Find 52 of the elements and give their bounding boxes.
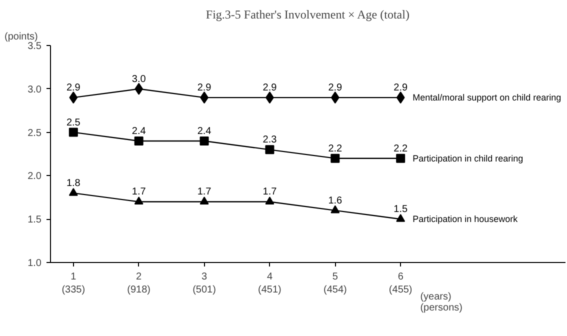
data-label: 2.5 (66, 117, 81, 128)
point (265, 196, 274, 205)
data-label: 1.7 (197, 186, 212, 198)
point (396, 92, 405, 104)
point (330, 205, 340, 214)
y-tick-label: 3.0 (28, 84, 42, 96)
point (134, 136, 144, 146)
data-label: 3.0 (132, 74, 146, 85)
point (68, 128, 78, 137)
series-label: Participation in housework (412, 214, 518, 224)
data-label: 1.5 (394, 204, 408, 216)
series-label: Participation in child rearing (412, 153, 524, 164)
x-tick-label: 1 (335) (62, 272, 86, 296)
data-label: 2.9 (262, 82, 278, 94)
y-tick-label: 1.0 (28, 258, 42, 269)
y-tick-label: 2.0 (28, 171, 42, 182)
chart-title: Fig.3-5 Father's Involvement × Age (total) (206, 8, 410, 22)
data-label: 2.2 (328, 143, 343, 154)
data-label: 2.3 (262, 134, 278, 146)
data-label: 2.9 (197, 82, 212, 94)
point (330, 92, 340, 104)
point (134, 82, 144, 95)
data-label: 2.4 (132, 126, 146, 137)
x-tick-label: 4 (451) (258, 272, 282, 296)
x-tick-label: 5 (454) (323, 272, 347, 296)
data-label: 2.2 (394, 143, 408, 154)
y-tick-label: 2.5 (28, 128, 42, 139)
point (396, 214, 406, 222)
point (396, 154, 406, 163)
series-label: Mental/moral support on child rearing (412, 92, 562, 103)
x-tick-label: 6 (455) (388, 272, 412, 296)
data-label: 1.7 (132, 186, 146, 198)
data-label: 2.9 (328, 82, 343, 94)
point (330, 154, 340, 163)
point (69, 92, 78, 104)
point (200, 196, 209, 205)
data-label: 1.8 (66, 178, 81, 190)
x-tick-label: 3 (501) (192, 272, 216, 296)
point (134, 196, 144, 205)
data-label: 2.9 (66, 82, 81, 94)
y-tick-label: 3.5 (28, 41, 42, 52)
data-label: 2.9 (394, 82, 408, 94)
data-label: 2.4 (197, 126, 212, 137)
point (68, 188, 78, 196)
data-label: 1.6 (328, 195, 343, 206)
point (200, 136, 209, 146)
point (265, 145, 274, 154)
x-tick-label: 2 (918) (127, 272, 151, 296)
y-tick-label: 1.5 (28, 214, 42, 226)
y-axis-title: (points) (4, 32, 38, 42)
data-label: 1.7 (262, 186, 278, 198)
x-axis-title: (years) (persons) (420, 292, 462, 314)
